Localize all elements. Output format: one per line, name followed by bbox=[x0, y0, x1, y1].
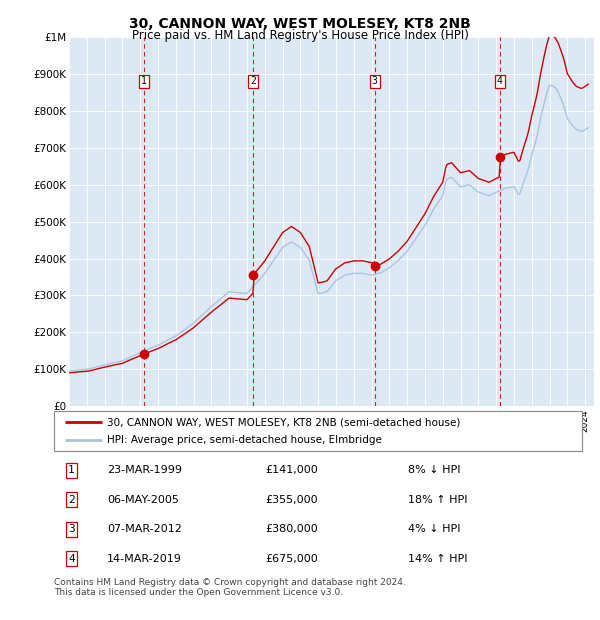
Text: 3: 3 bbox=[68, 525, 75, 534]
Text: 4: 4 bbox=[68, 554, 75, 564]
Text: 30, CANNON WAY, WEST MOLESEY, KT8 2NB: 30, CANNON WAY, WEST MOLESEY, KT8 2NB bbox=[129, 17, 471, 32]
Text: Price paid vs. HM Land Registry's House Price Index (HPI): Price paid vs. HM Land Registry's House … bbox=[131, 29, 469, 42]
Text: 1: 1 bbox=[68, 466, 75, 476]
Text: 14% ↑ HPI: 14% ↑ HPI bbox=[408, 554, 467, 564]
Text: 1: 1 bbox=[141, 76, 147, 86]
Text: 18% ↑ HPI: 18% ↑ HPI bbox=[408, 495, 467, 505]
Text: £355,000: £355,000 bbox=[265, 495, 318, 505]
Text: Contains HM Land Registry data © Crown copyright and database right 2024.
This d: Contains HM Land Registry data © Crown c… bbox=[54, 578, 406, 597]
FancyBboxPatch shape bbox=[54, 411, 582, 451]
Text: 8% ↓ HPI: 8% ↓ HPI bbox=[408, 466, 460, 476]
Text: £675,000: £675,000 bbox=[265, 554, 318, 564]
Text: 4% ↓ HPI: 4% ↓ HPI bbox=[408, 525, 460, 534]
Text: 07-MAR-2012: 07-MAR-2012 bbox=[107, 525, 182, 534]
Text: £380,000: £380,000 bbox=[265, 525, 318, 534]
Text: 06-MAY-2005: 06-MAY-2005 bbox=[107, 495, 179, 505]
Text: HPI: Average price, semi-detached house, Elmbridge: HPI: Average price, semi-detached house,… bbox=[107, 435, 382, 445]
Text: £141,000: £141,000 bbox=[265, 466, 318, 476]
Text: 23-MAR-1999: 23-MAR-1999 bbox=[107, 466, 182, 476]
Text: 3: 3 bbox=[372, 76, 377, 86]
Text: 2: 2 bbox=[250, 76, 256, 86]
Text: 14-MAR-2019: 14-MAR-2019 bbox=[107, 554, 182, 564]
Text: 30, CANNON WAY, WEST MOLESEY, KT8 2NB (semi-detached house): 30, CANNON WAY, WEST MOLESEY, KT8 2NB (s… bbox=[107, 417, 460, 427]
Text: 2: 2 bbox=[68, 495, 75, 505]
Text: 4: 4 bbox=[497, 76, 503, 86]
